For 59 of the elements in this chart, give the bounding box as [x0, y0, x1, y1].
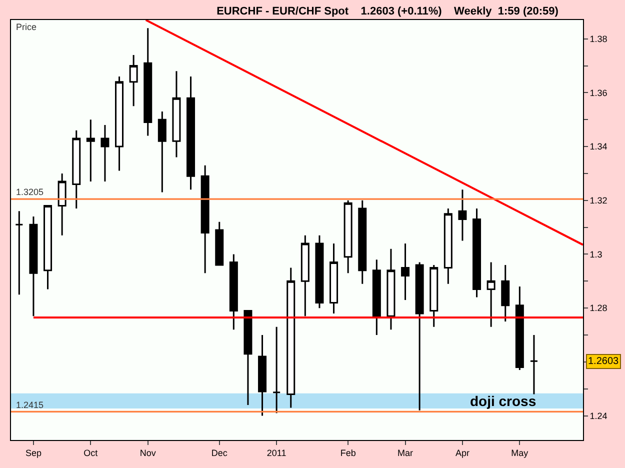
- candlestick: [501, 264, 510, 322]
- candlestick: [358, 200, 367, 285]
- candlestick: [129, 54, 138, 107]
- ref-line-label: 1.3205: [16, 187, 44, 197]
- candlestick: [115, 76, 124, 172]
- candlestick: [172, 70, 181, 158]
- candlestick: [344, 200, 352, 274]
- x-tick-label: Oct: [84, 448, 98, 458]
- y-tick-label: 1.32: [590, 196, 608, 206]
- ref-line-label: 1.2415: [16, 400, 44, 410]
- y-tick-label: 1.34: [590, 142, 608, 152]
- text: 1.2603: [588, 356, 620, 367]
- candlestick: [158, 110, 166, 194]
- candlestick: [415, 262, 424, 412]
- x-tick-label: Apr: [455, 448, 470, 458]
- candlestick: [100, 124, 110, 182]
- x-tick-label: May: [511, 448, 529, 458]
- candlestick: [472, 208, 482, 298]
- y-tick-label: 1.36: [590, 88, 608, 98]
- candlestick: [458, 188, 467, 242]
- candlestick: [186, 76, 196, 190]
- candlestick: [286, 266, 296, 408]
- annotation: Price: [16, 22, 37, 32]
- x-tick-label: Mar: [398, 448, 414, 458]
- x-tick-label: Sep: [25, 448, 42, 458]
- candlestick: [444, 208, 452, 285]
- candlestick: [430, 264, 438, 328]
- candlestick: [14, 210, 24, 296]
- candlestick: [272, 326, 281, 414]
- candlestick: [386, 248, 396, 330]
- candlestick: [29, 216, 38, 317]
- candlestick: [215, 221, 224, 266]
- candlestick: [144, 27, 152, 137]
- x-tick-label: 2011: [266, 448, 286, 458]
- candlestick: [200, 164, 210, 274]
- candlestick: [72, 130, 81, 210]
- candlestick: [300, 234, 310, 317]
- y-tick-label: 1.38: [590, 34, 608, 44]
- candlestick: [372, 258, 381, 336]
- x-tick-label: Nov: [140, 448, 156, 458]
- chart-title: EURCHF - EUR/CHF Spot 1.2603 (+0.11%) Weekly 1:59 (20:59): [216, 6, 559, 18]
- candlestick: [330, 242, 338, 314]
- candlestick: [229, 253, 238, 330]
- candlestick: [401, 242, 410, 301]
- candlestick: [515, 286, 524, 371]
- y-tick-label: 1.3: [590, 249, 602, 260]
- candlestick: [244, 310, 252, 406]
- candlestick: [258, 334, 267, 417]
- y-tick-label: 1.28: [590, 303, 608, 314]
- x-tick-label: Feb: [340, 448, 356, 458]
- candlestick: [486, 262, 496, 328]
- candlestick: [315, 234, 324, 309]
- candlestick: [44, 205, 52, 290]
- band-label: doji cross: [470, 393, 536, 409]
- candlestick: [86, 118, 95, 182]
- x-tick-label: Dec: [211, 448, 228, 458]
- y-tick-label: 1.24: [590, 410, 608, 421]
- candlestick: [58, 172, 66, 236]
- candlestick: [530, 334, 538, 395]
